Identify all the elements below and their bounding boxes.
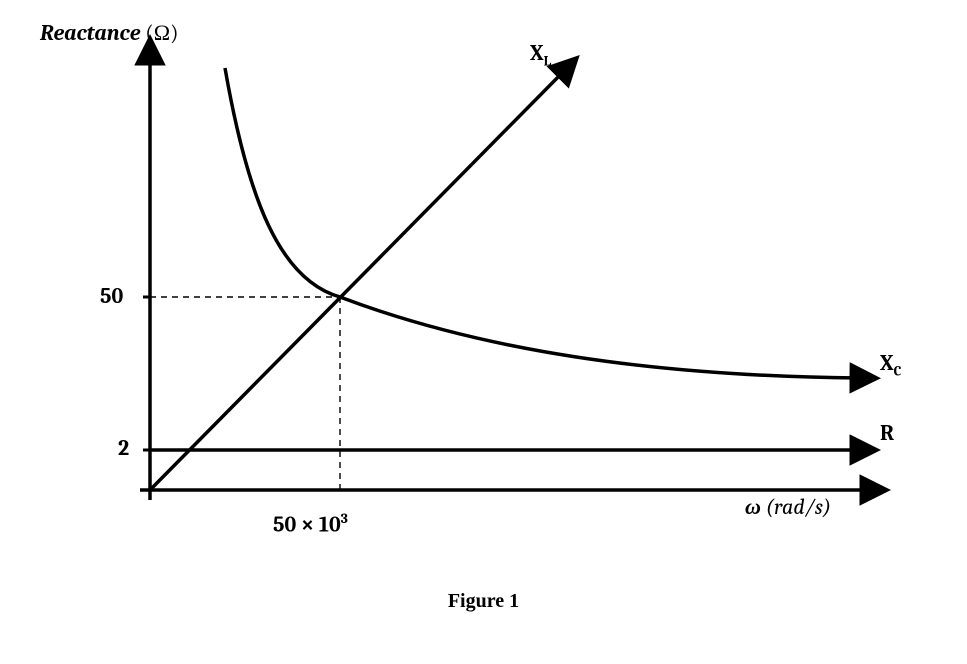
xc-label-sub: C [894, 362, 902, 379]
x-axis-unit: (rad/s) [766, 494, 831, 520]
chart-svg [0, 0, 967, 664]
y-axis-title: Reactance (Ω) [40, 20, 178, 46]
figure-caption: Figure 1 [0, 590, 967, 613]
xl-label-main: X [530, 40, 544, 66]
chart-area: Reactance (Ω) 50 2 50 × 103 ω (rad/s) XL… [0, 0, 967, 664]
y-axis-title-text: Reactance [40, 20, 140, 46]
y-axis-unit: (Ω) [145, 20, 178, 46]
x-tick-base: 50 × 10 [273, 511, 341, 537]
xl-curve [150, 70, 565, 490]
xc-label: XC [880, 350, 901, 379]
x-tick-sup: 3 [341, 510, 348, 527]
xl-label-sub: L [544, 52, 552, 69]
xl-label: XL [530, 40, 551, 69]
x-axis-title: ω (rad/s) [745, 494, 831, 520]
xc-curve [225, 68, 860, 378]
xc-label-main: X [880, 350, 894, 376]
x-tick-50k: 50 × 103 [273, 510, 348, 537]
y-tick-50: 50 [100, 283, 123, 309]
y-tick-2: 2 [118, 435, 129, 461]
r-label: R [880, 420, 894, 446]
x-axis-title-text: ω [745, 494, 761, 520]
